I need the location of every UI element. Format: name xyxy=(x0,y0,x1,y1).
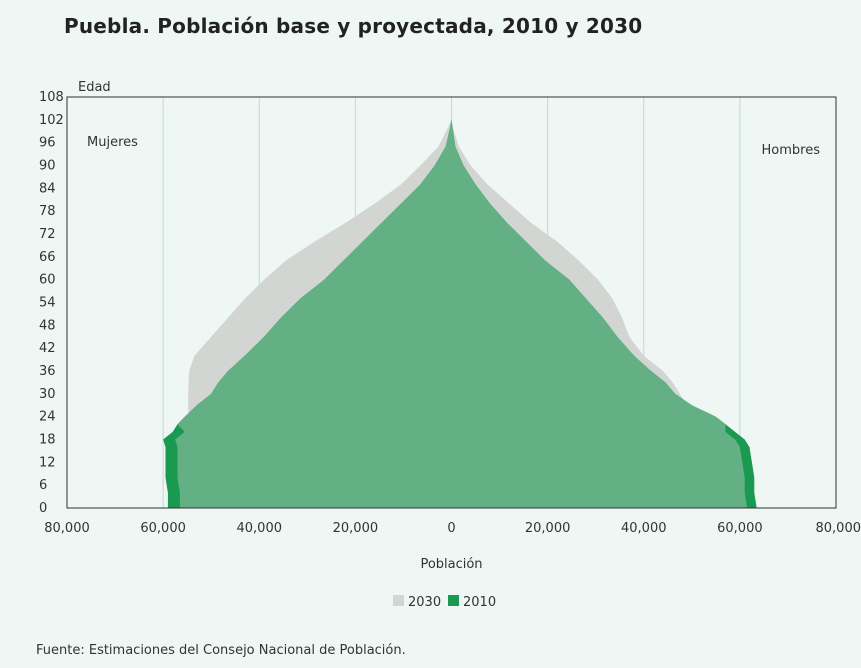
x-tick-label: 60,000 xyxy=(140,521,186,536)
y-tick-label: 18 xyxy=(39,433,56,448)
y-tick-label: 60 xyxy=(39,273,56,288)
x-tick-label: 40,000 xyxy=(621,521,667,536)
y-tick-label: 54 xyxy=(39,296,56,311)
x-tick-label: 80,000 xyxy=(44,521,90,536)
y-axis-ticks: 0 6 12 18 24 30 36 42 48 54 60 66 72 78 84 90 96 102 108 xyxy=(39,90,64,516)
y-tick-label: 42 xyxy=(39,341,56,356)
legend-label-2030: 2030 xyxy=(408,595,441,610)
y-tick-label: 36 xyxy=(39,364,56,379)
x-tick-label: 60,000 xyxy=(717,521,763,536)
women-label: Mujeres xyxy=(87,135,138,150)
y-tick-label: 78 xyxy=(39,204,56,219)
men-label: Hombres xyxy=(762,143,821,158)
y-tick-label: 102 xyxy=(39,113,64,128)
x-tick-label: 20,000 xyxy=(333,521,379,536)
y-axis-label: Edad xyxy=(78,80,111,95)
y-tick-label: 96 xyxy=(39,136,56,151)
x-tick-label: 20,000 xyxy=(525,521,571,536)
y-tick-label: 12 xyxy=(39,455,56,470)
series-2010-interior xyxy=(175,119,748,509)
x-axis-label: Población xyxy=(420,557,482,572)
series-layer xyxy=(163,119,757,509)
y-tick-label: 66 xyxy=(39,250,56,265)
y-tick-label: 84 xyxy=(39,181,56,196)
x-axis-ticks: 80,000 60,000 40,000 20,000 0 20,000 40,000 60,… xyxy=(44,521,861,536)
x-tick-label: 40,000 xyxy=(237,521,283,536)
y-tick-label: 0 xyxy=(39,501,47,516)
legend-swatch-2030 xyxy=(393,595,404,606)
y-tick-label: 90 xyxy=(39,159,56,174)
legend-swatch-2010 xyxy=(448,595,459,606)
y-tick-label: 24 xyxy=(39,410,56,425)
y-tick-label: 72 xyxy=(39,227,56,242)
source-note: Fuente: Estimaciones del Consejo Naciona… xyxy=(36,643,406,658)
x-tick-label: 80,000 xyxy=(816,521,861,536)
y-tick-label: 108 xyxy=(39,90,64,105)
chart-title: Puebla. Población base y proyectada, 201… xyxy=(64,14,643,38)
legend: 2030 2010 xyxy=(393,595,496,610)
legend-label-2010: 2010 xyxy=(463,595,496,610)
plot-frame xyxy=(66,96,837,509)
y-tick-label: 48 xyxy=(39,318,56,333)
y-tick-label: 6 xyxy=(39,478,47,493)
y-tick-label: 30 xyxy=(39,387,56,402)
x-tick-label: 0 xyxy=(447,521,455,536)
